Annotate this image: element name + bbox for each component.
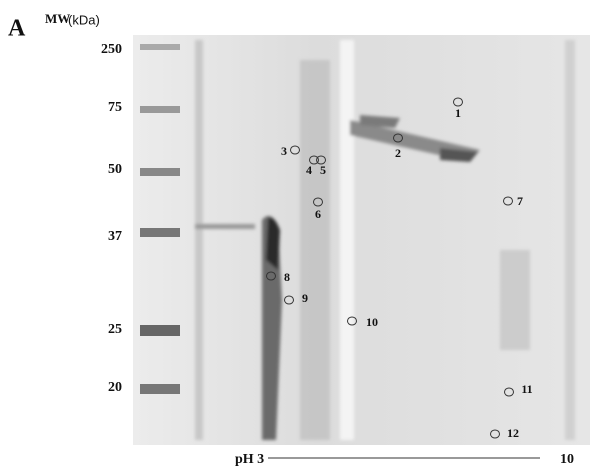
spot-label: 11 xyxy=(521,382,532,396)
gel-texture xyxy=(195,40,575,440)
mw-marker-label: 75 xyxy=(108,100,122,115)
spot-circle xyxy=(347,316,357,326)
spot-circle xyxy=(503,196,513,206)
gel xyxy=(133,35,590,445)
spot-label: 7 xyxy=(517,194,523,208)
spot-label: 9 xyxy=(302,291,308,305)
spot-circle xyxy=(504,387,514,397)
spot-circle xyxy=(316,155,326,165)
spot-circle xyxy=(290,145,300,155)
spot-circle xyxy=(393,133,403,143)
spot-circle xyxy=(284,295,294,305)
spot-label: 4 xyxy=(306,163,312,177)
spot-circle xyxy=(453,97,463,107)
spot-circle xyxy=(490,429,500,439)
mw-marker-label: 250 xyxy=(101,42,122,57)
spot-circle xyxy=(266,271,276,281)
spot-label: 8 xyxy=(284,270,290,284)
spot-label: 12 xyxy=(507,426,519,440)
spot-circle xyxy=(313,197,323,207)
ph-start: pH 3 xyxy=(235,452,264,467)
spot-label: 1 xyxy=(455,106,461,120)
spot-label: 2 xyxy=(395,146,401,160)
axis-unit: (kDa) xyxy=(68,12,100,27)
spot-circle xyxy=(309,155,319,165)
spot-label: 5 xyxy=(320,163,326,177)
mw-marker-label: 50 xyxy=(108,162,122,177)
mw-marker-label: 25 xyxy=(108,322,122,337)
marker-lane xyxy=(140,44,180,394)
spot-label: 6 xyxy=(315,207,321,221)
spot-label: 10 xyxy=(366,315,378,329)
ph-end: 10 xyxy=(560,452,574,467)
mw-marker-label: 20 xyxy=(108,380,122,395)
mw-marker-label: 37 xyxy=(108,229,122,244)
spot-label: 3 xyxy=(281,144,287,158)
axis-title: MW xyxy=(45,11,70,26)
panel-label: A xyxy=(8,16,26,42)
